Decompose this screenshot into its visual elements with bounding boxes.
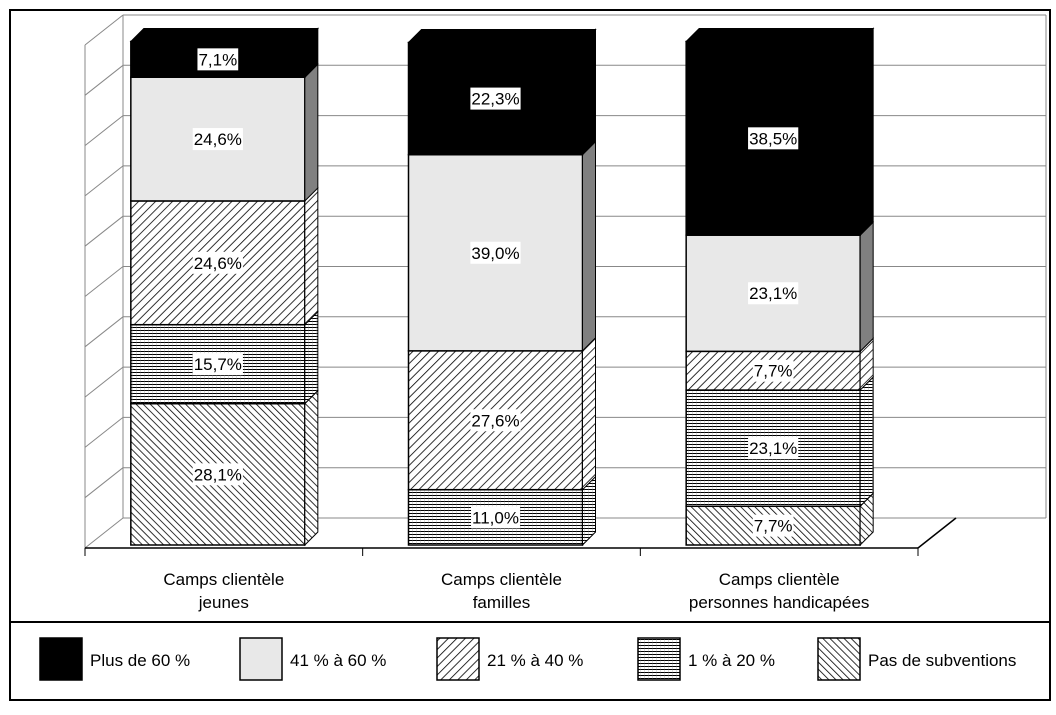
x-axis [917,517,957,549]
bar-side [304,186,319,326]
data-label: 27,6% [471,411,519,430]
data-label-bg [192,353,243,376]
data-label-bg [752,359,794,382]
legend-swatch [637,637,681,681]
grid-line [84,517,124,549]
data-label: 15,7% [194,355,242,374]
legend-label: Plus de 60 % [90,651,190,670]
data-label-bg [471,506,520,529]
frame [9,9,1051,701]
data-label: 22,3% [471,90,519,109]
bar-top [684,27,875,42]
data-label-bg [470,409,521,432]
data-label-bg [470,241,521,264]
x-tick-label: jeunes [198,593,249,612]
legend-label: Pas de subventions [868,651,1016,670]
data-label-bg [470,87,521,110]
bar-top [129,27,320,42]
grid-line [84,316,124,348]
data-label: 23,1% [749,284,797,303]
bar-side [859,27,874,237]
data-label-bg [192,251,243,274]
data-label: 39,0% [471,244,519,263]
bar-top [407,29,597,44]
data-label-bg [752,514,794,537]
grid-line [84,14,124,46]
bar-side [304,310,319,405]
data-label-bg [197,48,239,71]
legend-swatch [239,637,283,681]
data-label: 7,1% [198,50,237,69]
data-label-bg [192,463,243,486]
grid-line [84,64,124,96]
legend-label: 41 % à 60 % [290,651,386,670]
legend-label: 21 % à 40 % [487,651,583,670]
legend-swatch [436,637,480,681]
bar-side [582,140,596,353]
grid-line [84,165,124,197]
data-label: 28,1% [194,465,242,484]
grid-line [84,467,124,499]
x-tick-label: Camps clientèle [163,570,284,589]
data-label: 38,5% [749,129,797,148]
data-label-bg [748,437,799,460]
data-label: 24,6% [194,254,242,273]
bar-side [582,28,596,156]
bar-side [859,375,874,508]
data-label-bg [748,282,799,305]
x-tick-label: Camps clientèle [719,570,840,589]
bar-side [859,220,874,353]
bar-side [304,389,319,547]
data-label: 24,6% [194,130,242,149]
x-tick-label: familles [473,593,531,612]
grid-line [84,115,124,146]
legend-swatch [39,637,83,681]
data-label: 7,7% [754,362,793,381]
grid-line [84,266,124,297]
bar-side [304,63,319,203]
grid-line [84,366,124,398]
data-label-bg [192,128,243,151]
data-label-bg [748,127,799,150]
data-label: 23,1% [749,439,797,458]
data-label: 11,0% [472,508,519,527]
legend-swatch [817,637,861,681]
data-label: 7,7% [754,517,793,536]
x-tick-label: Camps clientèle [441,570,562,589]
legend-label: 1 % à 20 % [688,651,775,670]
grid-line [84,417,124,448]
grid-line [84,215,124,247]
bar-side [582,336,596,491]
x-tick-label: personnes handicapées [689,593,870,612]
